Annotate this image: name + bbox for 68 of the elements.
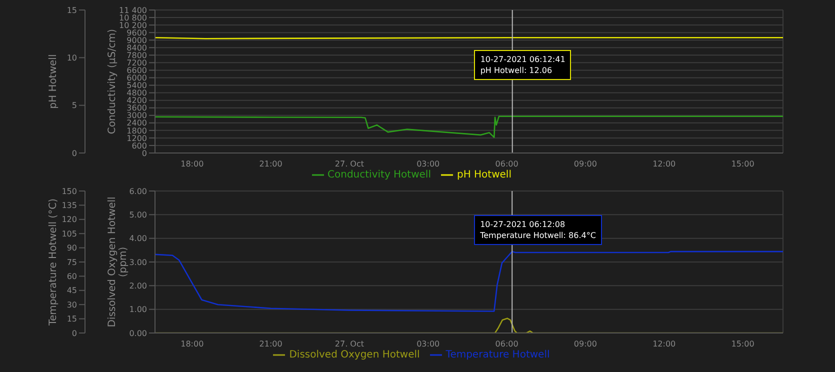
y2-tick-label: 5 [72, 101, 77, 110]
y-tick-label: 6600 [126, 66, 147, 76]
y-axis-title: Dissolved Oxygen Hotwell (ppm) [107, 196, 129, 328]
y-tick-label: 7800 [126, 51, 147, 60]
y2-tick-label: 15 [66, 6, 77, 15]
y2-axis-title: pH Hotwell [48, 54, 59, 109]
y-tick-label: 3.00 [129, 258, 147, 267]
x-tick-label: 15:00 [731, 340, 754, 349]
y-tick-label: 2.00 [129, 282, 147, 291]
y2-tick-label: 0 [72, 328, 77, 338]
y-tick-label: 6000 [126, 74, 147, 83]
y-tick-label: 4200 [126, 96, 147, 106]
y2-tick-label: 150 [62, 186, 77, 196]
y2-axis-title: Temperature Hotwell (°C) [48, 198, 59, 326]
tooltip-box: 10-27-2021 06:12:08 Temperature Hotwell: 86.4°C [474, 215, 602, 245]
y2-tick-label: 75 [66, 258, 77, 267]
x-tick-label: 27. Oct [334, 160, 364, 169]
y-tick-label: 10 800 [119, 13, 147, 22]
x-tick-label: 21:00 [259, 160, 282, 169]
y-axis-title: Conductivity (µS/cm) [107, 28, 118, 134]
y-tick-label: 0.00 [129, 328, 147, 338]
x-tick-label: 03:00 [416, 340, 440, 349]
y-tick-label: 10 200 [119, 20, 147, 30]
y-tick-label: 4800 [126, 88, 147, 98]
y-tick-label: 600 [132, 141, 147, 150]
y2-tick-label: 135 [62, 201, 77, 210]
x-tick-label: 18:00 [180, 160, 204, 169]
y2-tick-label: 15 [66, 314, 77, 324]
y2-tick-label: 45 [66, 286, 77, 296]
y-tick-label: 6.00 [129, 186, 147, 196]
y-tick-label: 3000 [126, 111, 147, 120]
legend-label: Dissolved Oxygen Hotwell [289, 350, 420, 361]
y2-tick-label: 0 [72, 148, 77, 158]
y2-tick-label: 120 [62, 215, 77, 224]
y-tick-label: 1.00 [129, 305, 147, 314]
x-tick-label: 21:00 [259, 340, 282, 349]
y2-tick-label: 30 [66, 300, 77, 310]
y-tick-label: 3600 [126, 104, 147, 113]
x-tick-label: 27. Oct [334, 340, 364, 349]
tooltip-box: 10-27-2021 06:12:41 pH Hotwell: 12.06 [474, 50, 572, 80]
y-tick-label: 11 400 [119, 6, 147, 15]
x-tick-label: 18:00 [180, 340, 204, 349]
x-tick-label: 09:00 [574, 340, 597, 349]
legend-label: Conductivity Hotwell [328, 170, 431, 181]
y-tick-label: 2400 [126, 118, 147, 128]
x-tick-label: 15:00 [731, 160, 754, 169]
y2-tick-label: 10 [66, 54, 77, 63]
y-tick-label: 9600 [126, 28, 147, 38]
legend-label: pH Hotwell [456, 170, 512, 181]
y-tick-label: 4.00 [129, 234, 147, 244]
y2-tick-label: 105 [62, 229, 77, 238]
y2-tick-label: 90 [66, 244, 77, 253]
y-tick-label: 5400 [126, 81, 147, 90]
y-tick-label: 9000 [126, 36, 147, 45]
legend-label: Temperature Hotwell [446, 350, 550, 361]
y-tick-label: 7200 [126, 58, 147, 68]
x-tick-label: 09:00 [574, 160, 597, 169]
x-tick-label: 03:00 [416, 160, 440, 169]
y-tick-label: 1800 [126, 126, 147, 136]
x-tick-label: 12:00 [652, 160, 676, 169]
y-tick-label: 0 [142, 148, 147, 158]
x-tick-label: 12:00 [652, 340, 676, 349]
x-tick-label: 06:00 [495, 340, 518, 349]
y-tick-label: 8400 [126, 43, 147, 52]
y2-tick-label: 60 [66, 272, 77, 282]
y-tick-label: 5.00 [129, 210, 147, 220]
y-tick-label: 1200 [126, 134, 147, 143]
x-tick-label: 06:00 [495, 160, 518, 169]
